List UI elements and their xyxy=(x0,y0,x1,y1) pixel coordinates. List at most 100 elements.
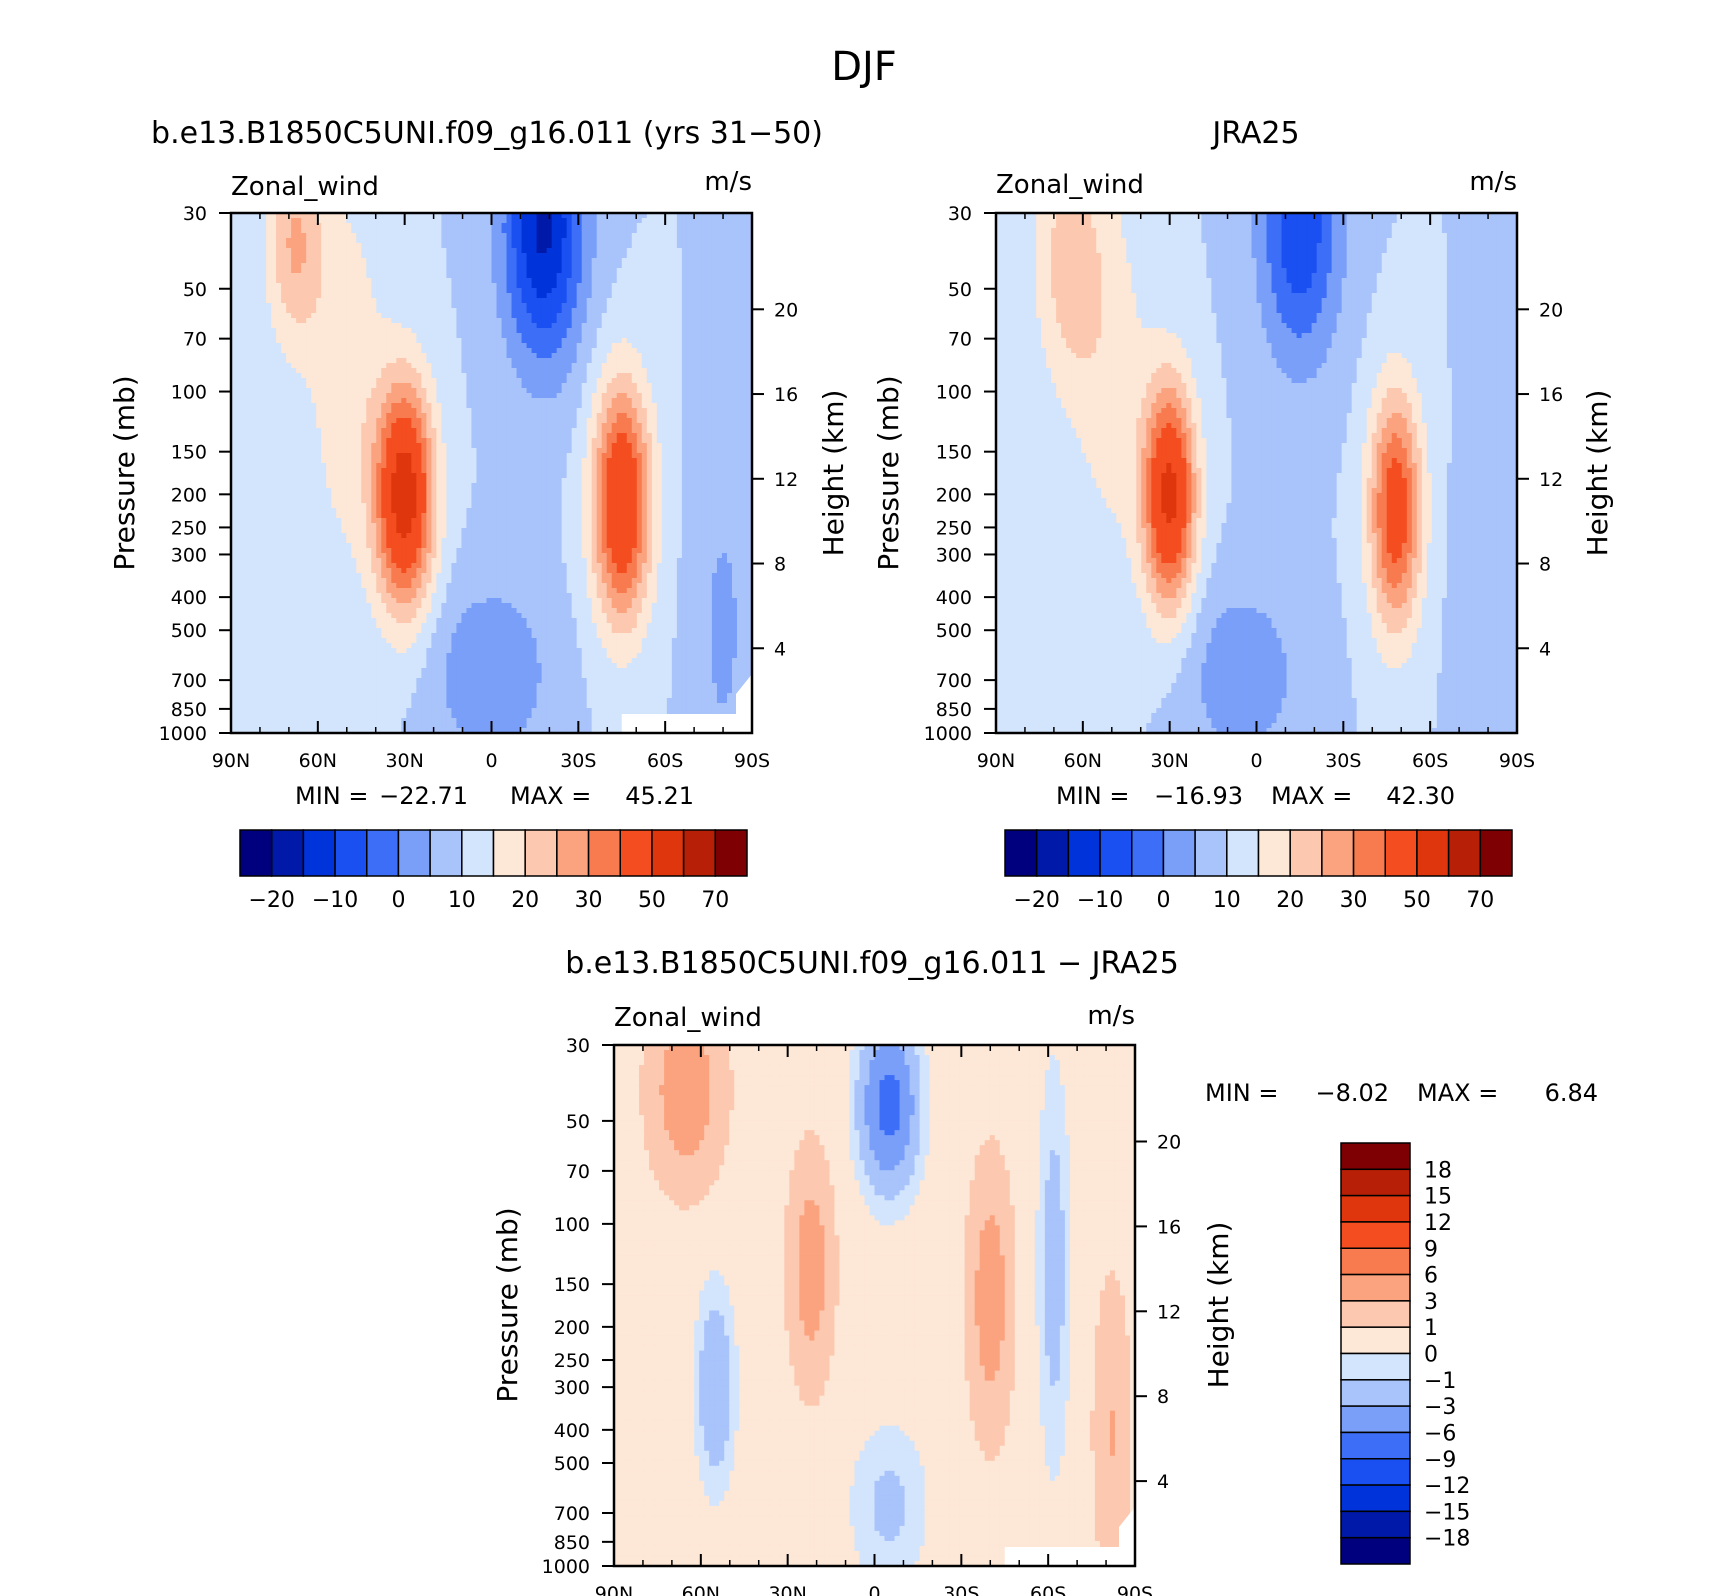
contour-cell xyxy=(651,393,658,399)
contour-cell xyxy=(546,223,553,229)
contour-cell xyxy=(326,223,332,229)
contour-cell xyxy=(386,243,392,249)
contour-cell xyxy=(411,298,417,304)
contour-cell xyxy=(686,273,693,279)
contour-cell xyxy=(426,423,432,429)
contour-cell xyxy=(456,313,463,319)
contour-cell xyxy=(321,438,327,444)
contour-cell xyxy=(476,308,483,314)
contour-cell xyxy=(441,433,448,439)
contour-cell xyxy=(641,443,648,449)
contour-cell xyxy=(511,408,518,414)
contour-cell xyxy=(416,358,422,364)
contour-cell xyxy=(511,293,518,299)
contour-cell xyxy=(596,243,603,249)
contour-cell xyxy=(661,333,668,339)
contour-cell xyxy=(416,213,422,219)
contour-cell xyxy=(501,393,508,399)
contour-cell xyxy=(446,398,453,404)
contour-cell xyxy=(346,308,352,314)
contour-cell xyxy=(461,258,468,264)
contour-cell xyxy=(651,323,658,329)
contour-cell xyxy=(646,353,653,359)
contour-cell xyxy=(451,318,458,324)
contour-cell xyxy=(601,253,608,259)
contour-cell xyxy=(381,323,387,329)
contour-cell xyxy=(241,278,247,284)
contour-cell xyxy=(426,373,432,379)
contour-cell xyxy=(436,258,442,264)
contour-cell xyxy=(281,233,287,239)
contour-cell xyxy=(606,258,613,264)
contour-cell xyxy=(641,338,648,344)
contour-cell xyxy=(671,363,678,369)
contour-cell xyxy=(621,408,628,414)
contour-cell xyxy=(531,423,538,429)
contour-cell xyxy=(736,273,743,279)
contour-cell xyxy=(696,268,703,274)
contour-cell xyxy=(406,268,412,274)
contour-cell xyxy=(321,363,327,369)
contour-cell xyxy=(711,373,718,379)
contour-cell xyxy=(311,398,317,404)
contour-cell xyxy=(506,363,513,369)
contour-cell xyxy=(566,418,573,424)
contour-cell xyxy=(251,368,257,374)
contour-cell xyxy=(441,303,448,309)
contour-cell xyxy=(571,433,578,439)
contour-cell xyxy=(596,228,603,234)
contour-cell xyxy=(721,273,728,279)
contour-cell xyxy=(506,248,513,254)
contour-cell xyxy=(716,338,723,344)
contour-cell xyxy=(486,213,493,219)
contour-cell xyxy=(501,238,508,244)
contour-cell xyxy=(331,383,337,389)
contour-cell xyxy=(636,393,643,399)
contour-cell xyxy=(616,413,623,419)
contour-cell xyxy=(461,288,468,294)
contour-cell xyxy=(686,258,693,264)
contour-cell xyxy=(666,373,673,379)
contour-cell xyxy=(411,218,417,224)
contour-cell xyxy=(536,233,543,239)
contour-cell xyxy=(491,383,498,389)
contour-cell xyxy=(396,228,402,234)
contour-cell xyxy=(731,338,738,344)
contour-cell xyxy=(431,413,437,419)
contour-cell xyxy=(746,303,752,309)
contour-cell xyxy=(736,278,743,284)
contour-cell xyxy=(311,228,317,234)
contour-cell xyxy=(576,323,583,329)
contour-cell xyxy=(601,378,608,384)
contour-cell xyxy=(506,408,513,414)
contour-cell xyxy=(506,428,513,434)
contour-cell xyxy=(451,323,458,329)
contour-cell xyxy=(486,313,493,319)
contour-cell xyxy=(601,293,608,299)
contour-cell xyxy=(546,253,553,259)
contour-cell xyxy=(251,358,257,364)
contour-cell xyxy=(436,213,442,219)
contour-cell xyxy=(506,313,513,319)
contour-cell xyxy=(596,408,603,414)
contour-cell xyxy=(276,243,282,249)
contour-cell xyxy=(746,218,752,224)
contour-cell xyxy=(536,243,543,249)
contour-cell xyxy=(596,248,603,254)
contour-cell xyxy=(726,258,733,264)
contour-cell xyxy=(236,323,242,329)
contour-cell xyxy=(326,248,332,254)
contour-cell xyxy=(431,278,437,284)
contour-cell xyxy=(411,383,417,389)
contour-cell xyxy=(486,298,493,304)
contour-cell xyxy=(546,398,553,404)
contour-cell xyxy=(361,293,367,299)
contour-cell xyxy=(741,398,748,404)
contour-cell xyxy=(696,393,703,399)
contour-cell xyxy=(381,333,387,339)
contour-cell xyxy=(546,423,553,429)
contour-cell xyxy=(731,353,738,359)
contour-cell xyxy=(721,223,728,229)
contour-cell xyxy=(731,403,738,409)
contour-cell xyxy=(426,418,432,424)
